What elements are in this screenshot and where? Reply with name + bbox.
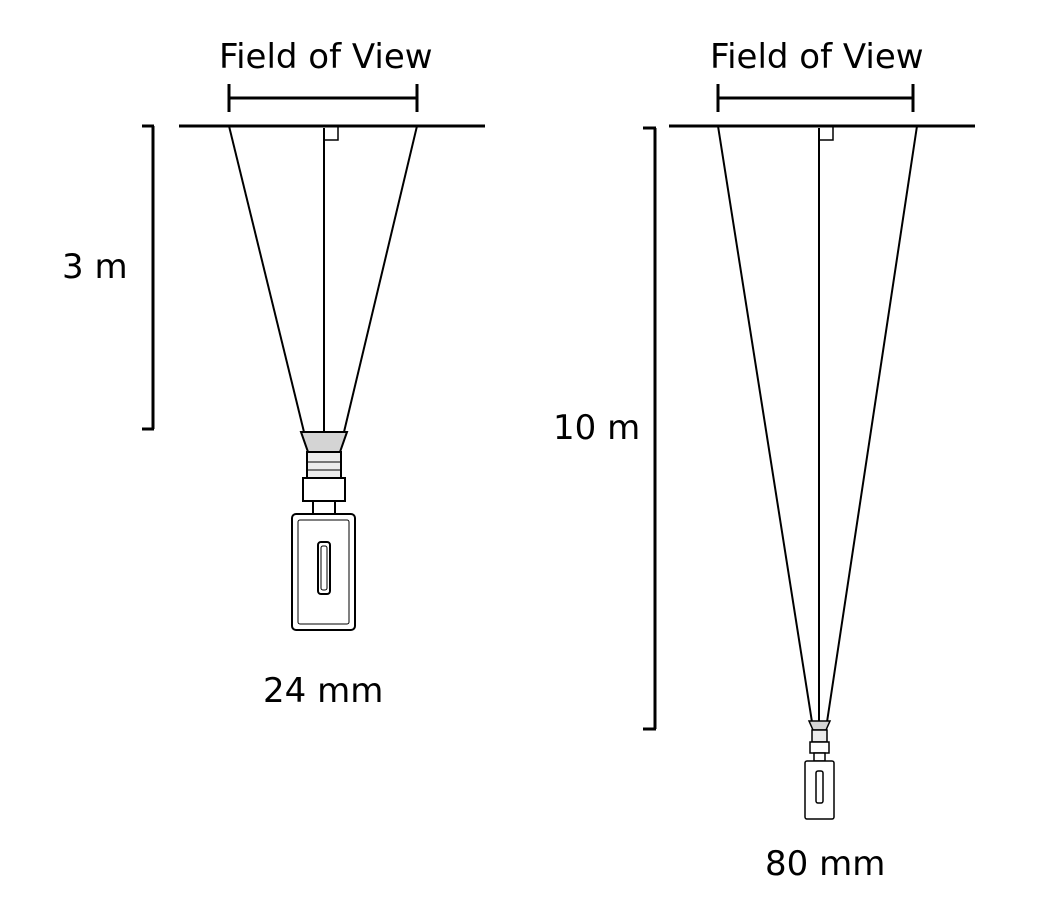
distance-bracket-right [643,126,657,731]
panel-telephoto [643,84,975,820]
fov-label-right: Field of View [710,37,924,77]
distance-label-right: 10 m [553,408,641,448]
distance-label-left: 3 m [62,247,128,287]
right-angle-marker-left [324,127,339,141]
view-cone-left [228,125,418,433]
camera-icon-small [804,720,835,820]
fov-bracket-left [227,84,419,112]
view-cone-right [717,125,918,723]
fov-bracket-right [716,84,915,112]
focal-length-label-right: 80 mm [765,844,886,884]
panel-wide-angle [142,84,485,631]
fov-label-left: Field of View [219,37,433,77]
focal-length-label-left: 24 mm [263,671,384,711]
right-angle-marker-right [819,127,834,141]
camera-icon [291,431,356,631]
distance-bracket-left [142,124,155,431]
